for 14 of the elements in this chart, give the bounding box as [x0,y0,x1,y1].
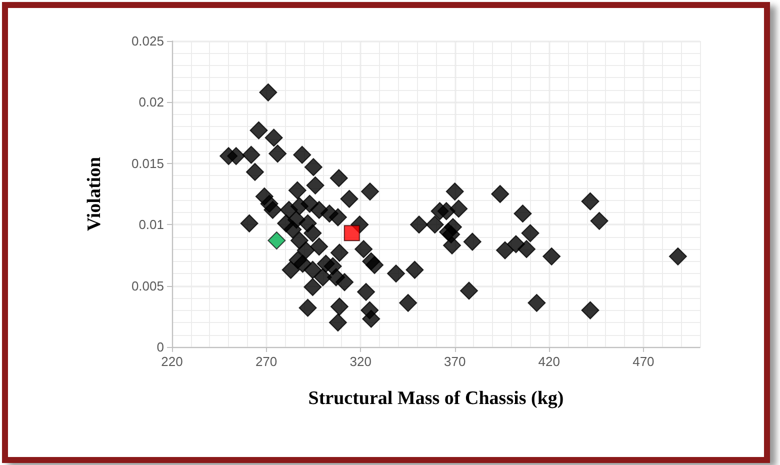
y-tick-label: 0.025 [131,34,164,48]
x-axis-title: Structural Mass of Chassis (kg) [308,388,564,409]
y-axis-title: Violation [84,156,105,232]
y-tick-label: 0.005 [131,278,164,294]
y-tick-label: 0.01 [138,217,164,232]
x-tick-label: 220 [161,354,183,369]
x-tick-label: 470 [632,354,654,369]
y-tick-label: 0.02 [138,94,164,110]
y-tick-label: 0 [156,340,164,354]
y-tick-label: 0.015 [131,156,164,171]
x-tick-label: 370 [444,354,466,369]
x-tick-label: 320 [350,354,372,369]
x-tick-label: 420 [538,354,560,369]
x-tick-label: 270 [255,354,278,369]
